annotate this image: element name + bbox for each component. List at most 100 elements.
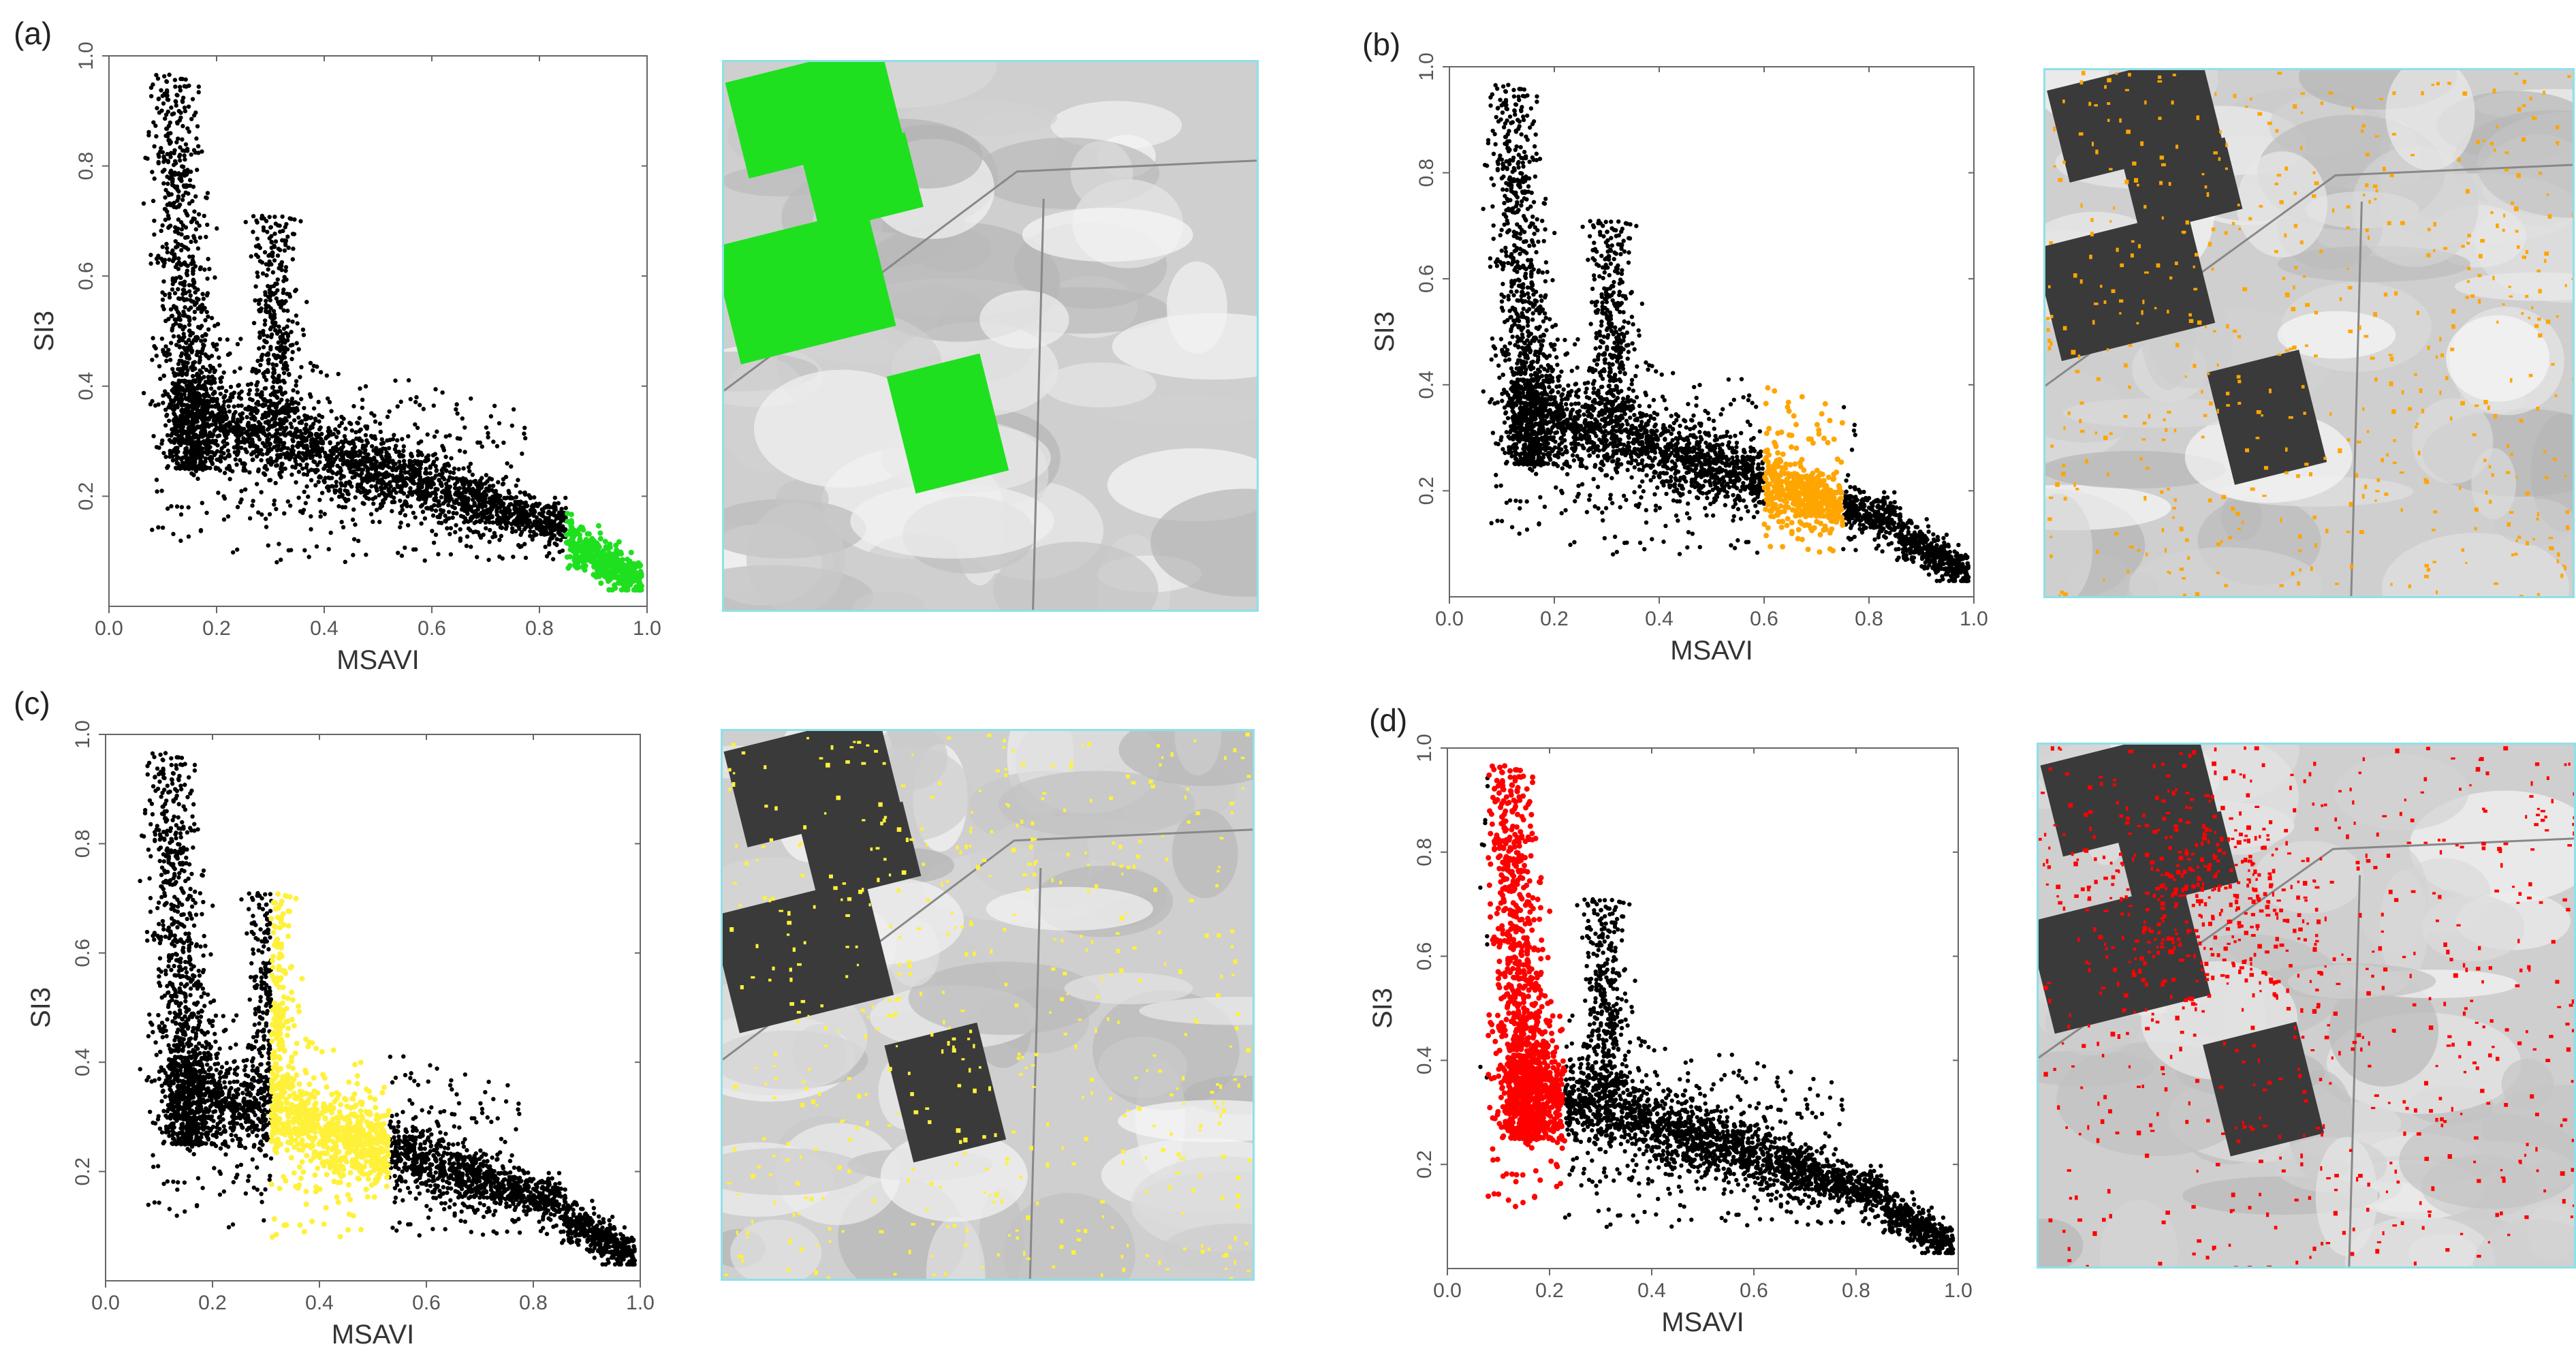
data-point [1669, 414, 1674, 418]
data-point [197, 396, 202, 401]
data-point [477, 488, 482, 493]
data-point [405, 523, 411, 528]
data-point [272, 312, 277, 317]
data-point [542, 505, 547, 510]
data-point [273, 432, 278, 437]
data-point [428, 493, 433, 498]
point-cloud [141, 72, 568, 565]
data-point [200, 292, 205, 296]
data-point [247, 440, 252, 445]
data-point [217, 355, 221, 360]
data-point [286, 548, 291, 553]
data-point [399, 553, 405, 558]
x-axis-title: MSAVI [1670, 636, 1753, 666]
data-point [189, 384, 195, 389]
data-point [316, 399, 321, 405]
data-point [152, 176, 157, 181]
data-point [172, 448, 176, 452]
y-axis-title: SI3 [1370, 311, 1400, 352]
data-point [186, 534, 191, 539]
data-point [180, 148, 185, 153]
data-point [196, 424, 202, 429]
data-point [408, 486, 413, 491]
panel-label-a: (a) [14, 16, 52, 51]
data-point [484, 473, 489, 478]
data-point [322, 480, 327, 484]
data-point [222, 399, 227, 404]
data-point [263, 463, 268, 469]
data-point [243, 447, 248, 452]
data-point [159, 228, 163, 234]
data-point [398, 520, 403, 525]
highlight-point [580, 548, 586, 554]
data-point [271, 324, 277, 329]
data-point [523, 555, 529, 560]
data-point [234, 452, 240, 457]
data-point [1644, 392, 1649, 398]
data-point [281, 352, 286, 356]
data-point [301, 437, 307, 441]
data-point [411, 510, 416, 515]
data-point [285, 410, 290, 416]
data-point [522, 542, 527, 546]
data-point [289, 424, 294, 430]
data-point [443, 499, 447, 504]
data-point [191, 260, 196, 265]
data-point [401, 444, 407, 449]
data-point [1744, 504, 1748, 510]
data-point [179, 164, 185, 169]
data-point [332, 490, 338, 495]
data-point [162, 292, 168, 298]
data-point [333, 427, 338, 432]
data-point [430, 513, 436, 518]
data-point [304, 300, 309, 305]
data-point [355, 488, 360, 493]
data-point [189, 116, 194, 121]
data-point [1652, 492, 1657, 497]
data-point [173, 84, 178, 89]
plot-frame [108, 55, 648, 607]
data-point [192, 209, 197, 214]
data-point [493, 488, 499, 493]
data-point [204, 403, 208, 407]
data-point [304, 450, 309, 455]
data-point [176, 378, 181, 384]
data-point [159, 146, 163, 151]
data-point [288, 343, 293, 348]
data-point [443, 513, 447, 518]
data-point [454, 407, 458, 412]
data-point [227, 420, 232, 425]
data-point [259, 458, 264, 463]
data-point [348, 422, 354, 426]
data-point [258, 422, 263, 426]
data-point [206, 417, 211, 422]
data-point [394, 444, 398, 448]
data-point [302, 548, 307, 553]
data-point [1708, 501, 1713, 506]
data-point [161, 393, 166, 398]
data-point [474, 512, 480, 517]
data-point [224, 435, 229, 440]
data-point [192, 217, 197, 221]
data-point [461, 466, 466, 471]
data-point [386, 473, 390, 479]
data-point [156, 402, 161, 407]
data-point [176, 465, 180, 470]
data-point [277, 373, 281, 378]
highlight-point [611, 558, 617, 564]
data-point [537, 501, 542, 506]
data-point [319, 491, 325, 495]
data-point [277, 229, 283, 234]
data-point [163, 187, 168, 193]
data-point [1555, 362, 1560, 367]
data-point [509, 464, 514, 469]
data-point [186, 505, 191, 510]
data-point [294, 287, 298, 292]
data-point [187, 283, 192, 287]
data-point [433, 452, 438, 456]
data-point [187, 425, 192, 430]
data-point [267, 309, 272, 314]
map-image-a [722, 60, 1259, 612]
data-point [446, 510, 452, 514]
highlight-point [616, 539, 622, 545]
